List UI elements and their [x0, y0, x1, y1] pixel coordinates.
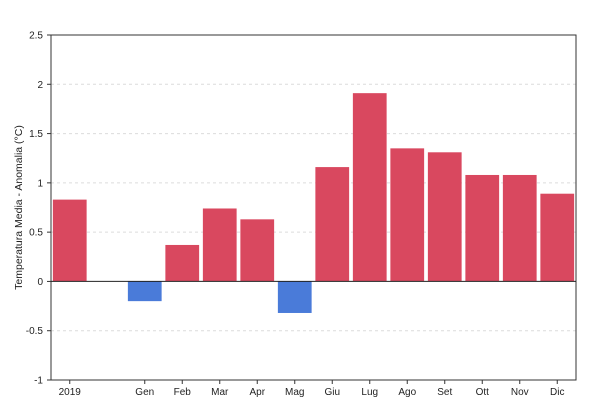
x-tick-label: Nov [511, 387, 529, 398]
x-tick-label: Lug [361, 387, 378, 398]
bar-Mar [202, 208, 237, 282]
bar-Feb [165, 244, 200, 282]
y-tick-label: 2.5 [29, 31, 43, 42]
bar-Ott [465, 174, 500, 282]
bar-Nov [502, 174, 537, 282]
bar-Mag [277, 281, 312, 313]
bar-2019 [52, 199, 87, 282]
x-tick-label: Ago [398, 387, 416, 398]
y-tick-label: 0 [37, 277, 43, 288]
x-tick-label: Dic [550, 387, 564, 398]
x-tick-label: 2019 [59, 387, 82, 398]
x-tick-label: Ott [476, 387, 490, 398]
y-tick-label: 2 [37, 80, 43, 91]
x-tick-label: Mar [211, 387, 229, 398]
y-axis-title: Temperatura Media - Anomalia (°C) [13, 125, 25, 290]
x-tick-label: Apr [249, 387, 265, 398]
x-tick-label: Set [437, 387, 452, 398]
y-tick-label: -0.5 [26, 326, 44, 337]
bar-Gen [127, 281, 162, 302]
x-tick-label: Mag [285, 387, 304, 398]
bars [52, 93, 575, 313]
y-tick-label: -1 [34, 376, 43, 387]
bar-Lug [352, 93, 387, 282]
axes: -1 -0.5 0 0.5 1 1.5 2 2.5 2019 Gen Feb Mar Apr Mag Giu… [26, 31, 577, 398]
bar-Set [427, 152, 462, 282]
y-tick-label: 1.5 [29, 129, 43, 140]
y-tick-label: 0.5 [29, 228, 43, 239]
x-tick-label: Gen [135, 387, 154, 398]
bar-Ago [390, 148, 425, 282]
plot-frame [50, 34, 577, 381]
bar-Giu [315, 167, 350, 282]
x-tick-label: Feb [174, 387, 192, 398]
bar-Apr [240, 219, 275, 282]
y-tick-label: 1 [37, 178, 43, 189]
bar-Dic [540, 193, 575, 282]
x-tick-label: Giu [324, 387, 340, 398]
